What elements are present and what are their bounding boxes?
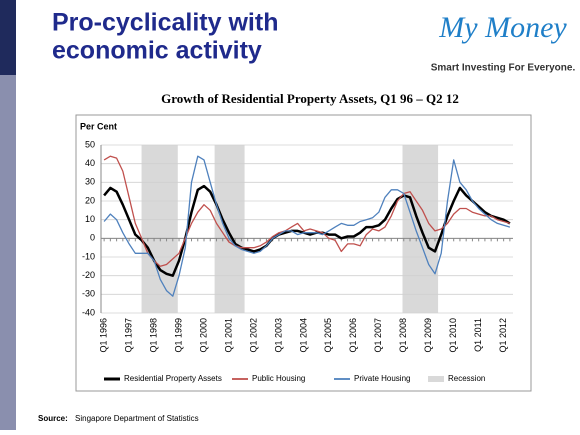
recession-band — [141, 145, 178, 313]
source-text: Singapore Department of Statistics — [75, 414, 199, 423]
x-tick-label: Q1 1998 — [148, 318, 158, 353]
y-tick-label: 0 — [90, 233, 95, 243]
x-tick-label: Q1 2008 — [398, 318, 408, 353]
x-tick-label: Q1 2005 — [323, 318, 333, 353]
x-tick-label: Q1 2010 — [448, 318, 458, 353]
y-tick-label: 40 — [85, 158, 95, 168]
x-tick-label: Q1 2006 — [348, 318, 358, 353]
chart-title: Growth of Residential Property Assets, Q… — [161, 91, 459, 106]
accent-bar — [0, 0, 16, 75]
slide-title: economic activity — [52, 37, 262, 65]
x-tick-label: Q1 1996 — [98, 318, 108, 353]
slide-title: Pro-cyclicality with — [52, 9, 278, 37]
y-tick-label: 30 — [85, 177, 95, 187]
logo-tagline: Smart Investing For Everyone. — [431, 63, 576, 74]
series-line — [103, 155, 511, 297]
x-tick-label: Q1 2002 — [248, 318, 258, 353]
x-tick-label: Q1 2012 — [498, 318, 508, 353]
logo: My Money — [438, 11, 567, 44]
series-line — [103, 155, 511, 267]
y-axis-label: Per Cent — [80, 121, 117, 131]
recession-band — [214, 145, 245, 313]
x-tick-label: Q1 1997 — [123, 318, 133, 353]
x-tick-label: Q1 2004 — [298, 318, 308, 353]
side-bar — [0, 75, 16, 430]
x-tick-label: Q1 2000 — [198, 318, 208, 353]
y-tick-label: -10 — [82, 251, 95, 261]
x-tick-label: Q1 1999 — [173, 318, 183, 353]
legend-label: Public Housing — [252, 374, 305, 383]
legend-label: Private Housing — [354, 374, 410, 383]
x-tick-label: Q1 2007 — [373, 318, 383, 353]
y-tick-label: 20 — [85, 195, 95, 205]
x-tick-label: Q1 2003 — [273, 318, 283, 353]
source-label: Source: — [38, 414, 68, 423]
y-tick-label: 50 — [85, 139, 95, 149]
x-tick-label: Q1 2009 — [423, 318, 433, 353]
series-line — [103, 184, 511, 277]
y-tick-label: 10 — [85, 214, 95, 224]
y-tick-label: -30 — [82, 289, 95, 299]
chart-frame — [75, 114, 532, 392]
y-tick-label: -40 — [82, 307, 95, 317]
legend-label: Residential Property Assets — [124, 374, 222, 383]
x-tick-label: Q1 2011 — [473, 318, 483, 352]
legend-swatch — [428, 376, 444, 382]
x-tick-label: Q1 2001 — [223, 318, 233, 353]
y-tick-label: -20 — [82, 270, 95, 280]
legend-label: Recession — [448, 374, 485, 383]
